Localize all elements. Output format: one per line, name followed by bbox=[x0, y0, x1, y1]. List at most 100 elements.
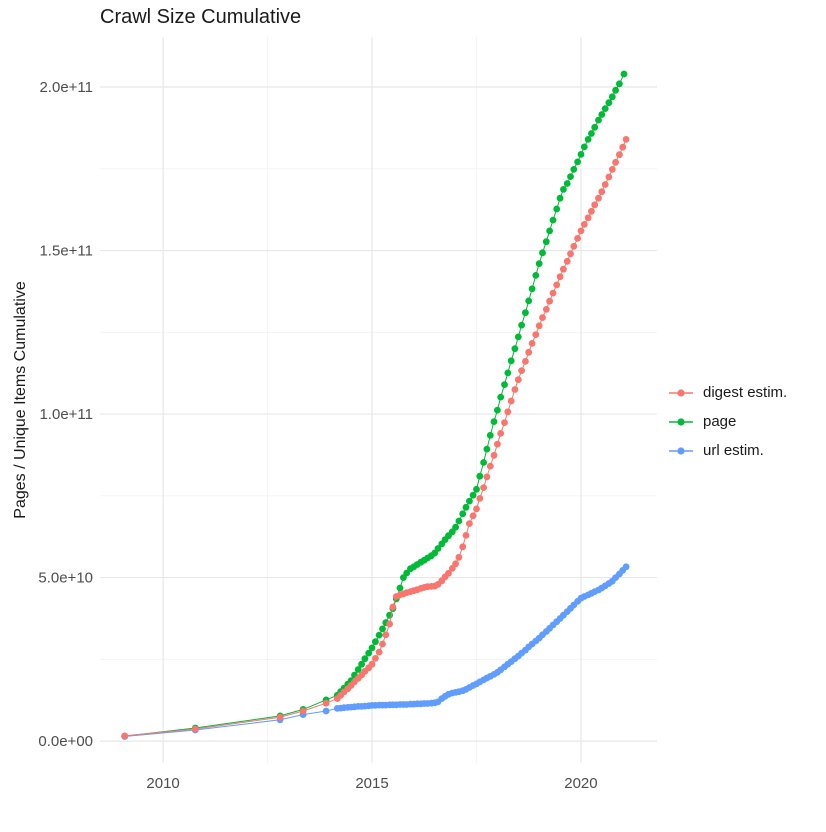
legend-key-digest-estim-icon bbox=[669, 388, 693, 397]
gridlines-major bbox=[100, 37, 657, 763]
data-point bbox=[466, 497, 473, 505]
data-point bbox=[452, 523, 459, 531]
data-point bbox=[372, 638, 379, 646]
y-axis-title: Pages / Unique Items Cumulative bbox=[12, 281, 29, 519]
data-point bbox=[574, 235, 581, 242]
data-point bbox=[570, 242, 578, 250]
data-point bbox=[601, 105, 609, 112]
data-point bbox=[490, 451, 498, 459]
data-point bbox=[563, 180, 571, 187]
data-point bbox=[476, 495, 484, 502]
data-point bbox=[588, 130, 595, 137]
data-point bbox=[580, 221, 588, 228]
data-point bbox=[354, 666, 362, 673]
x-tick-labels: 2010 2015 2020 bbox=[146, 775, 597, 792]
data-point bbox=[535, 260, 543, 267]
data-point bbox=[452, 560, 459, 568]
data-point bbox=[577, 151, 585, 158]
data-point bbox=[574, 158, 581, 166]
data-point bbox=[567, 250, 574, 258]
data-point bbox=[511, 386, 519, 393]
data-point bbox=[396, 584, 404, 592]
data-point bbox=[584, 214, 592, 222]
data-point bbox=[459, 543, 467, 551]
data-point bbox=[542, 306, 550, 313]
data-point bbox=[518, 321, 525, 329]
data-point bbox=[528, 340, 536, 347]
data-point bbox=[476, 472, 484, 480]
data-point bbox=[322, 707, 330, 715]
data-point bbox=[501, 381, 508, 388]
data-point bbox=[497, 393, 505, 401]
data-point bbox=[525, 297, 533, 305]
data-point bbox=[379, 625, 386, 633]
data-point bbox=[518, 367, 525, 374]
data-point bbox=[532, 331, 540, 338]
legend-item-page: page bbox=[668, 407, 824, 436]
legend-label-url-estim: url estim. bbox=[703, 442, 764, 459]
y-tick-labels: 0.0e+00 5.0e+10 1.0e+11 1.5e+11 2.0e+11 bbox=[38, 79, 93, 750]
data-point bbox=[497, 430, 505, 437]
data-point bbox=[494, 440, 501, 448]
data-point bbox=[549, 216, 557, 224]
y-tick-label: 2.0e+11 bbox=[39, 79, 93, 96]
data-point bbox=[567, 173, 574, 181]
data-point bbox=[620, 70, 628, 78]
x-tick-label: 2010 bbox=[146, 775, 179, 792]
legend: digest estim. page url estim. bbox=[668, 378, 824, 465]
data-point bbox=[539, 249, 546, 257]
data-point bbox=[577, 227, 585, 235]
data-point bbox=[612, 158, 619, 166]
data-point bbox=[483, 445, 491, 453]
data-point bbox=[553, 205, 561, 213]
series-digest-estim bbox=[121, 136, 630, 740]
data-point bbox=[595, 194, 602, 202]
data-point bbox=[514, 333, 522, 341]
data-point bbox=[480, 459, 487, 466]
chart-title: Crawl Size Cumulative bbox=[100, 6, 302, 28]
data-point bbox=[507, 357, 515, 365]
data-point bbox=[588, 207, 595, 215]
data-point bbox=[556, 273, 564, 281]
legend-item-digest-estim: digest estim. bbox=[668, 378, 824, 407]
data-point bbox=[322, 699, 330, 707]
data-point bbox=[598, 111, 606, 118]
data-point bbox=[622, 136, 630, 143]
data-point bbox=[276, 713, 284, 721]
data-point bbox=[542, 238, 550, 246]
data-point bbox=[553, 281, 561, 289]
data-point bbox=[525, 348, 533, 356]
data-point bbox=[539, 314, 546, 321]
legend-key-page-icon bbox=[669, 417, 693, 426]
data-point bbox=[483, 473, 491, 481]
series-line-url-estim bbox=[124, 566, 627, 737]
data-point bbox=[473, 485, 480, 493]
data-point bbox=[462, 532, 470, 539]
data-point bbox=[511, 345, 519, 353]
data-point bbox=[598, 188, 606, 196]
data-point bbox=[608, 166, 616, 173]
data-point bbox=[494, 406, 501, 414]
data-point bbox=[191, 725, 199, 733]
y-tick-label: 1.0e+11 bbox=[39, 406, 93, 423]
data-point bbox=[480, 484, 487, 491]
data-point bbox=[469, 512, 477, 520]
legend-key-url-estim-icon bbox=[669, 446, 693, 455]
data-point bbox=[358, 660, 365, 668]
y-tick-label: 5.0e+10 bbox=[38, 570, 93, 587]
data-point bbox=[490, 418, 498, 425]
data-point bbox=[532, 272, 540, 279]
data-point bbox=[514, 376, 522, 384]
data-point bbox=[522, 358, 529, 365]
data-point bbox=[616, 80, 623, 88]
data-point bbox=[560, 265, 567, 273]
data-point bbox=[570, 166, 578, 173]
series-url-estim bbox=[121, 563, 630, 740]
data-point bbox=[469, 491, 477, 499]
data-point bbox=[560, 186, 567, 193]
data-point bbox=[361, 655, 369, 663]
data-point bbox=[455, 517, 463, 525]
data-point bbox=[616, 151, 623, 159]
data-point bbox=[372, 655, 379, 662]
